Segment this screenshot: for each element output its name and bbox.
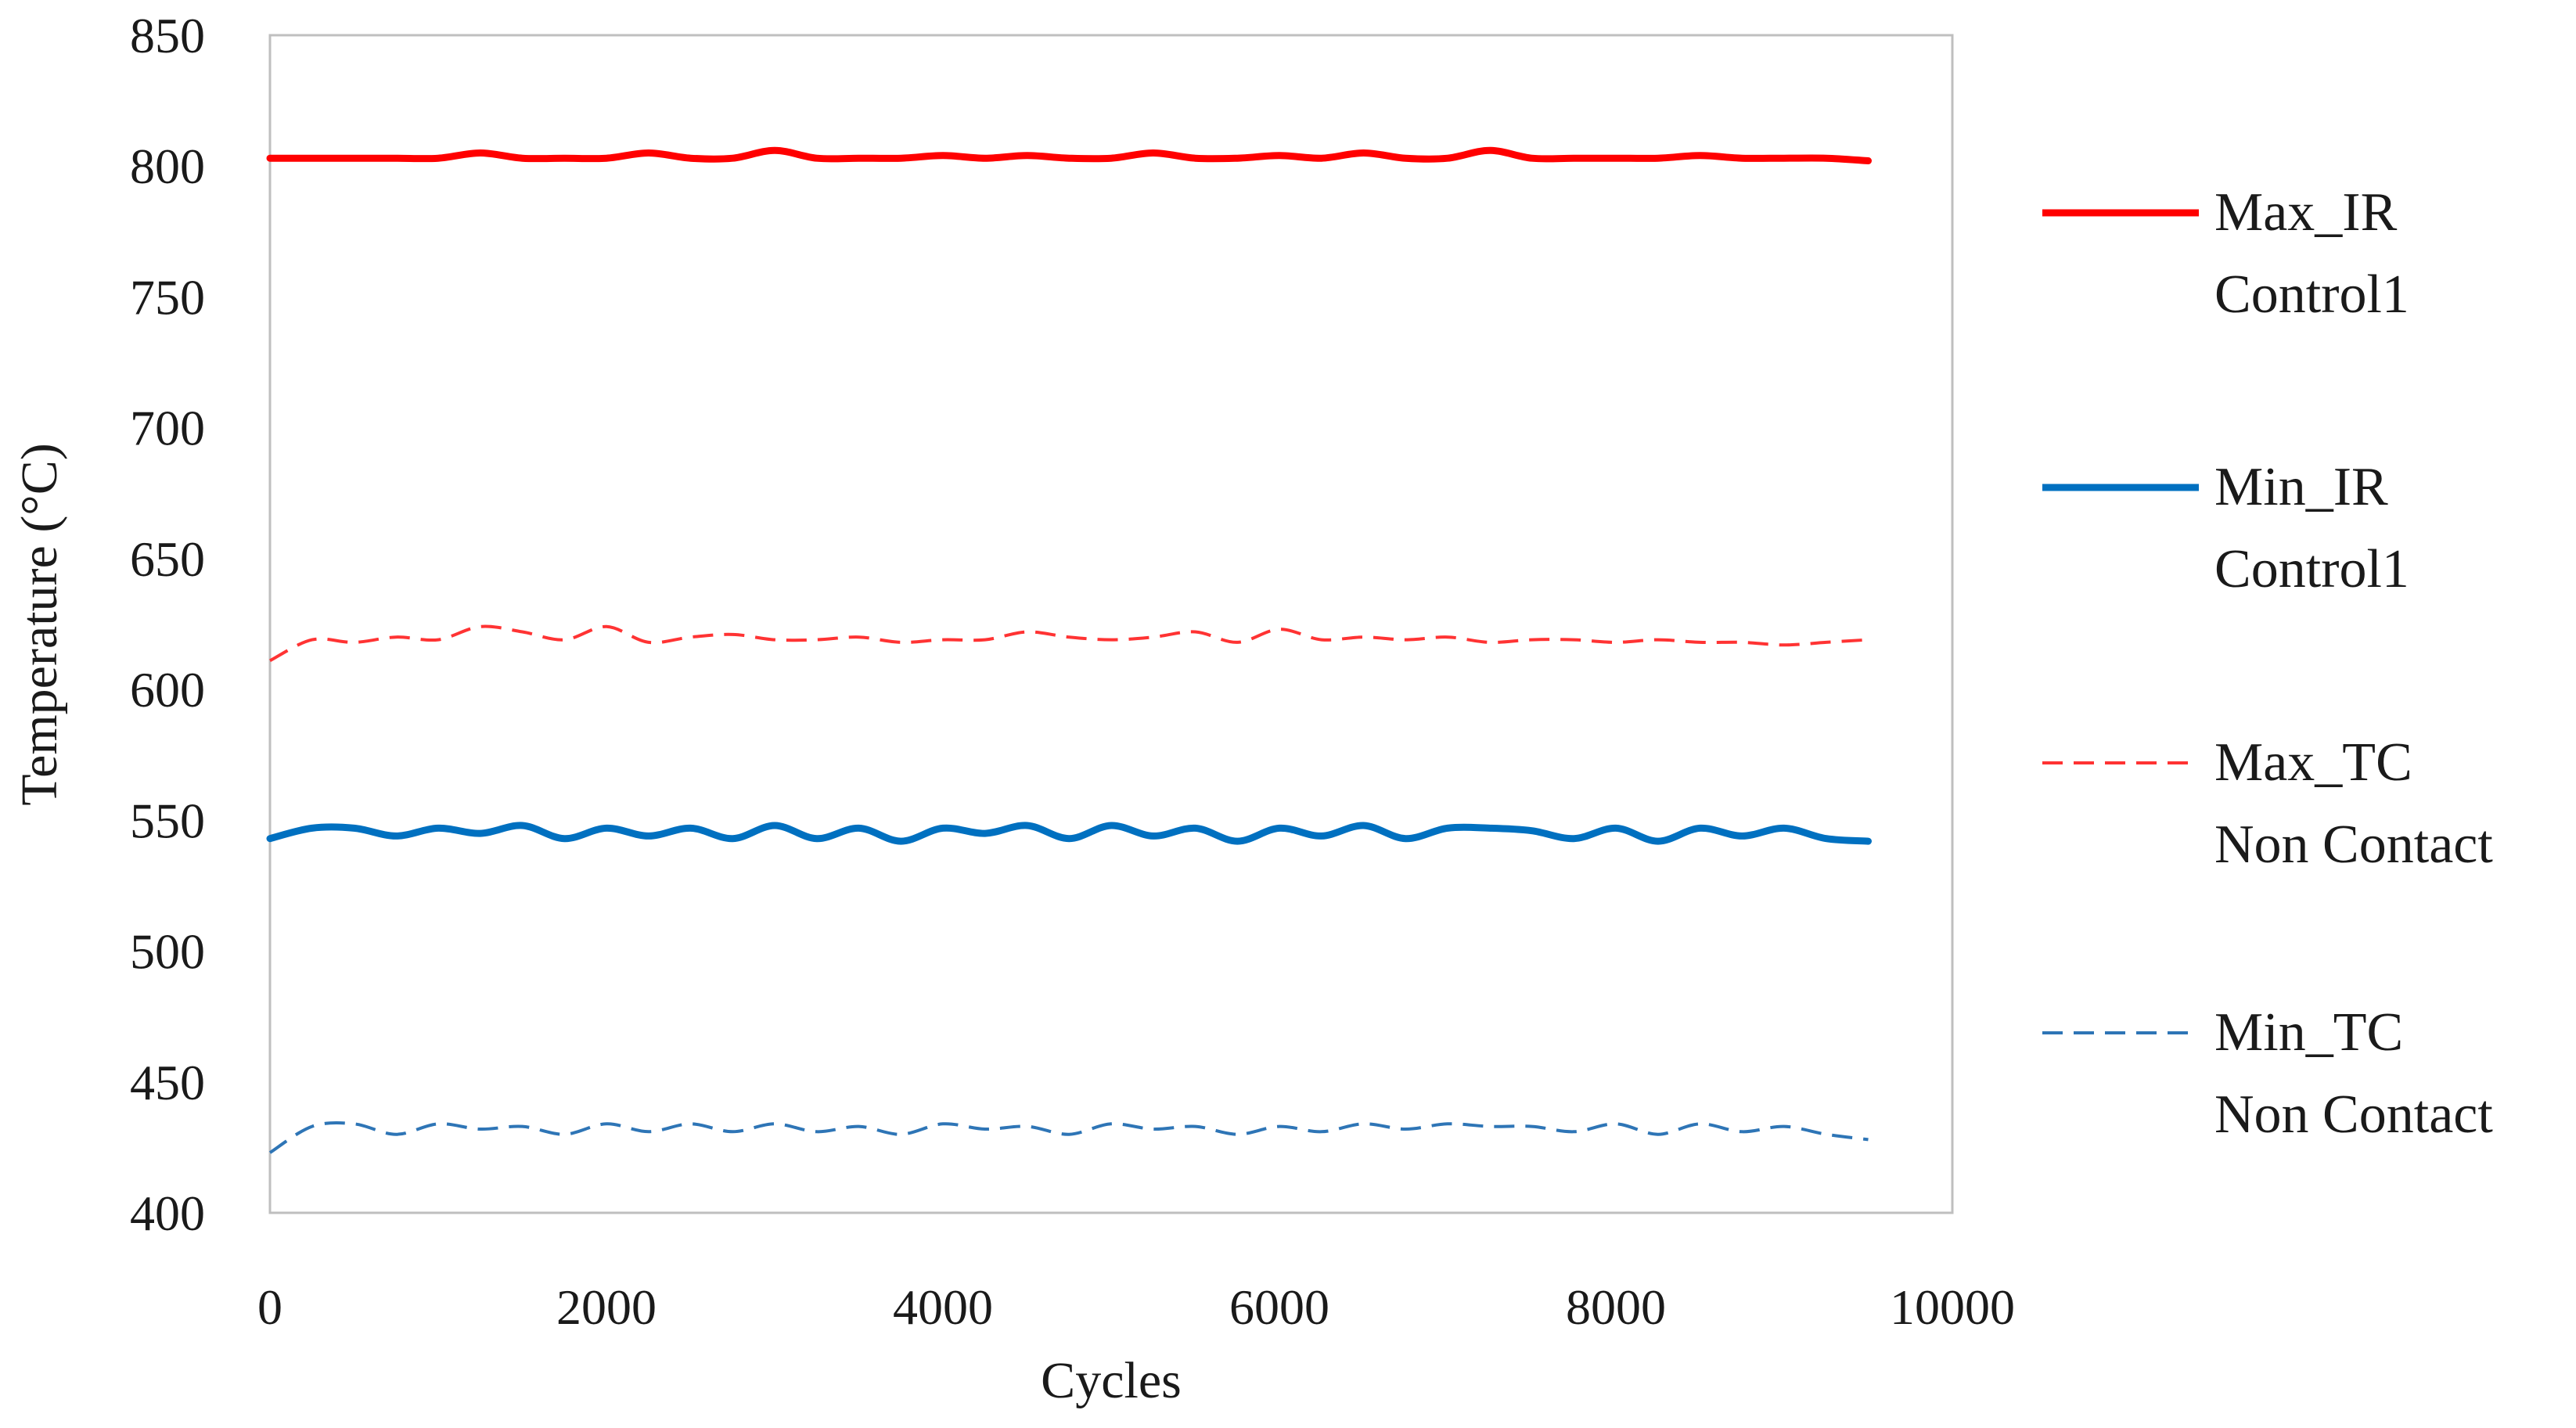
series-min-tc-non-contact-legend-label: Min_TC	[2214, 1002, 2403, 1063]
y-tick-label: 600	[130, 662, 205, 718]
x-axis-ticks: 0 2000 4000 6000 8000 10000	[257, 1279, 2015, 1335]
series-min-tc-non-contact-legend-label: Non Contact	[2214, 1084, 2493, 1145]
y-tick-label: 700	[130, 401, 205, 456]
series-min-ir-control1-legend-label: Control1	[2214, 539, 2409, 599]
y-tick-label: 400	[130, 1185, 205, 1241]
y-tick-label: 750	[130, 269, 205, 325]
series-min-ir-control1-legend-label: Min_IR	[2214, 457, 2388, 517]
series-max-ir-control1-line	[266, 146, 1872, 164]
x-tick-label: 2000	[556, 1279, 657, 1335]
x-tick-label: 10000	[1890, 1279, 2015, 1335]
series-max-ir-control1-legend-label: Max_IR	[2214, 182, 2398, 243]
y-tick-label: 450	[130, 1055, 205, 1110]
series-max-tc-non-contact-legend-label: Max_TC	[2214, 732, 2412, 793]
y-axis-title: Temperature (°C)	[11, 443, 68, 805]
series-max-ir-control1-legend-label: Control1	[2214, 264, 2409, 325]
series-layer	[266, 146, 1872, 1154]
x-axis-title: Cycles	[1041, 1352, 1182, 1409]
series-min-tc-non-contact-line	[268, 1120, 1869, 1154]
legend: Max_IR Control1 Min_IR Control1 Max_TC Non Co…	[2042, 182, 2493, 1145]
x-tick-label: 6000	[1229, 1279, 1329, 1335]
y-tick-label: 800	[130, 138, 205, 194]
series-max-tc-non-contact-legend-label: Non Contact	[2214, 815, 2493, 875]
series-min-ir-control1-line	[266, 822, 1872, 845]
y-tick-label: 550	[130, 793, 205, 848]
y-tick-label: 500	[130, 924, 205, 980]
y-axis-ticks: 400 450 500 550 600 650 700 750 800 850	[130, 8, 205, 1241]
y-tick-label: 850	[130, 8, 205, 63]
x-tick-label: 0	[257, 1279, 282, 1335]
x-tick-label: 4000	[893, 1279, 993, 1335]
x-tick-label: 8000	[1566, 1279, 1666, 1335]
series-max-tc-non-contact-line	[269, 624, 1869, 663]
plot-area	[268, 34, 1954, 1214]
y-tick-label: 650	[130, 531, 205, 587]
